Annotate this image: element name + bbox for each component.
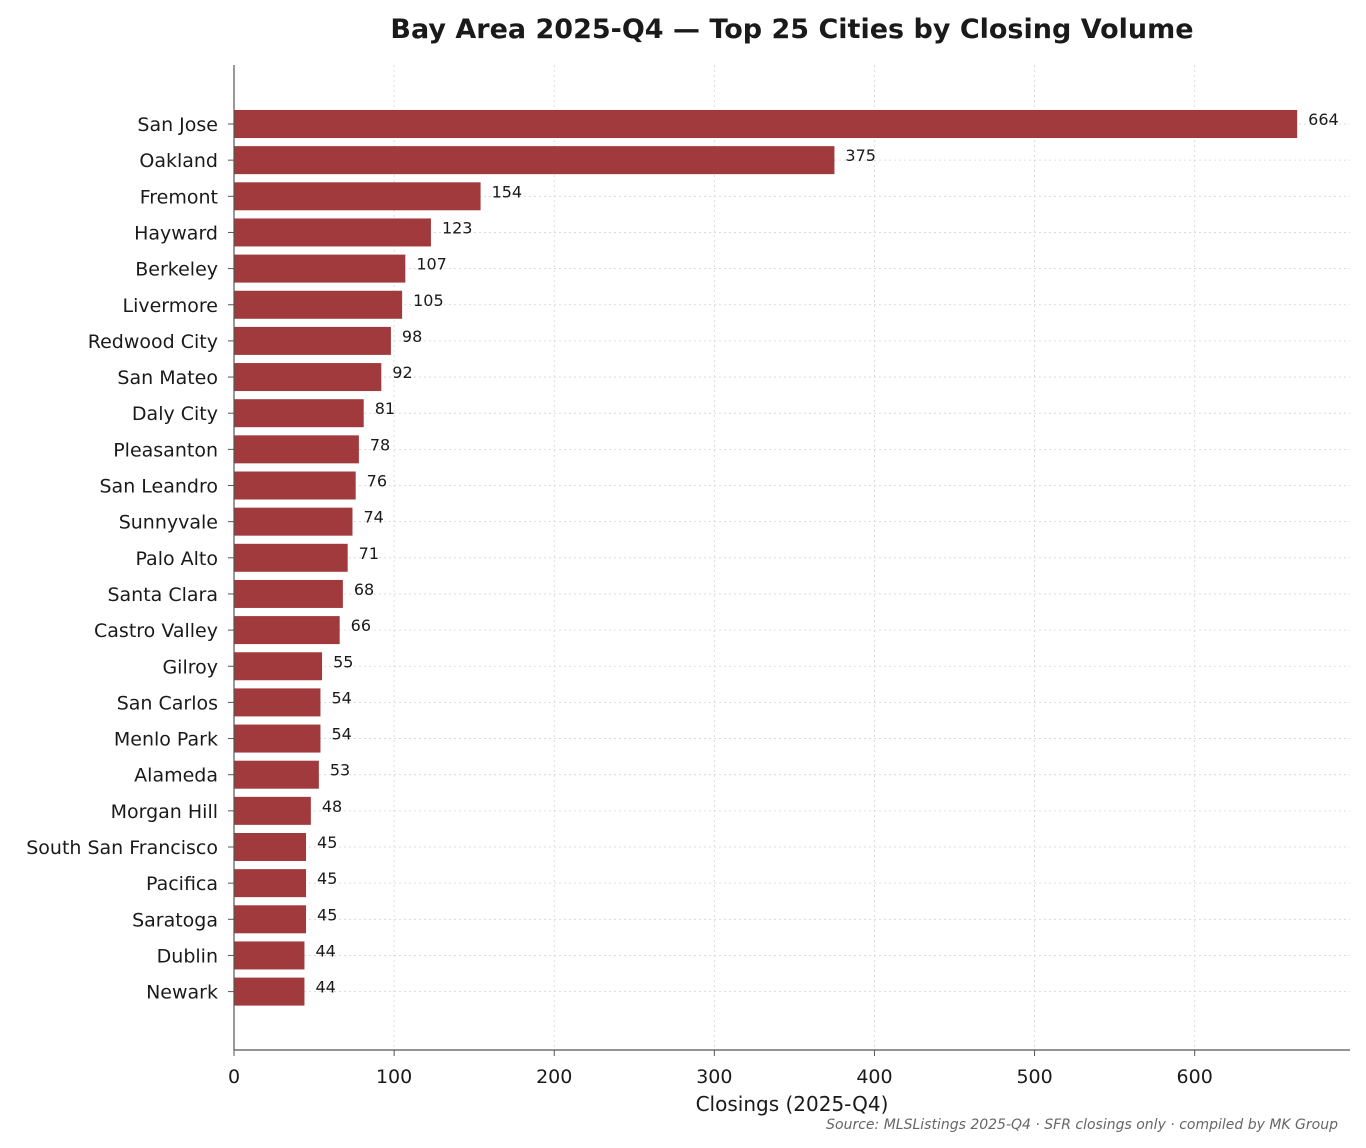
bar — [234, 833, 307, 861]
value-label: 71 — [359, 544, 379, 563]
category-label: San Leandro — [100, 476, 219, 498]
bar — [234, 796, 311, 825]
bar — [234, 435, 359, 464]
category-label: Gilroy — [162, 656, 218, 678]
x-tick-label: 500 — [1016, 1066, 1052, 1088]
value-label: 123 — [442, 218, 473, 237]
category-label: Palo Alto — [135, 548, 218, 570]
bar — [234, 471, 356, 500]
bar — [234, 977, 305, 1006]
x-tick-label: 600 — [1177, 1066, 1213, 1088]
value-label: 53 — [330, 761, 350, 780]
category-label: Hayward — [134, 222, 218, 244]
bar — [234, 290, 403, 319]
category-label: Morgan Hill — [111, 801, 218, 823]
bar — [234, 941, 305, 970]
value-label: 48 — [322, 797, 342, 816]
bar — [234, 110, 1298, 138]
category-label: Oakland — [139, 150, 218, 172]
source-note: Source: MLSListings 2025-Q4 · SFR closin… — [826, 1117, 1338, 1133]
bar — [234, 543, 348, 572]
category-label: Daly City — [132, 403, 218, 425]
x-tick-label: 0 — [228, 1066, 240, 1088]
value-label: 45 — [317, 905, 337, 924]
value-label: 44 — [315, 941, 335, 960]
value-label: 664 — [1308, 110, 1339, 129]
bar — [234, 326, 391, 355]
x-tick-label: 400 — [856, 1066, 892, 1088]
gridlines — [234, 65, 1350, 1050]
category-label: Castro Valley — [94, 620, 218, 642]
value-label: 154 — [492, 182, 523, 201]
bar — [234, 363, 382, 392]
bar — [234, 218, 431, 247]
bar — [234, 399, 364, 428]
value-label: 98 — [402, 327, 422, 346]
value-label: 54 — [331, 725, 351, 744]
value-label: 66 — [351, 616, 371, 635]
bar — [234, 616, 340, 645]
value-label: 92 — [392, 363, 412, 382]
value-label: 81 — [375, 399, 395, 418]
value-label: 68 — [354, 580, 374, 599]
category-label: San Jose — [137, 114, 218, 136]
category-label: Berkeley — [135, 259, 218, 281]
value-label: 74 — [363, 508, 383, 527]
bar — [234, 905, 307, 934]
value-label: 105 — [413, 291, 444, 310]
axes: San Jose Oakland Fremont Hayward Berkeley Liv… — [26, 65, 1350, 1088]
value-label: 78 — [370, 435, 390, 454]
value-label: 375 — [845, 146, 876, 165]
value-label: 54 — [331, 688, 351, 707]
value-label: 45 — [317, 833, 337, 852]
bar — [234, 652, 323, 681]
bars: 664 375 154 123 107 105 98 92 81 78 76 74 71 68 66 55 54… — [234, 110, 1339, 1006]
bar — [234, 254, 406, 283]
value-label: 45 — [317, 869, 337, 888]
bar — [234, 688, 321, 717]
bar — [234, 579, 343, 608]
x-tick-label: 200 — [536, 1066, 572, 1088]
x-tick-label: 300 — [696, 1066, 732, 1088]
bar — [234, 182, 481, 211]
category-label: Newark — [146, 982, 218, 1004]
value-label: 76 — [367, 472, 387, 491]
value-label: 44 — [315, 978, 335, 997]
bar — [234, 507, 353, 536]
category-label: Santa Clara — [107, 584, 218, 606]
category-label: San Carlos — [117, 692, 218, 714]
category-label: Dublin — [157, 945, 218, 967]
category-label: Pleasanton — [113, 439, 218, 461]
x-axis-label: Closings (2025-Q4) — [696, 1092, 889, 1116]
category-label: Pacifica — [146, 873, 218, 895]
category-label: Fremont — [140, 186, 218, 208]
category-label: Sunnyvale — [119, 512, 218, 534]
category-label: Menlo Park — [114, 729, 218, 751]
x-tick-label: 100 — [376, 1066, 412, 1088]
value-label: 107 — [416, 255, 447, 274]
category-label: Saratoga — [132, 909, 218, 931]
value-label: 55 — [333, 652, 353, 671]
category-label: Livermore — [123, 295, 219, 317]
bar — [234, 869, 307, 898]
bar — [234, 760, 319, 789]
category-label: San Mateo — [117, 367, 218, 389]
category-label: South San Francisco — [26, 837, 218, 859]
bar — [234, 724, 321, 753]
chart-title: Bay Area 2025-Q4 — Top 25 Cities by Clos… — [390, 14, 1193, 45]
category-label: Redwood City — [88, 331, 218, 353]
bar — [234, 146, 835, 175]
category-label: Alameda — [134, 765, 218, 787]
